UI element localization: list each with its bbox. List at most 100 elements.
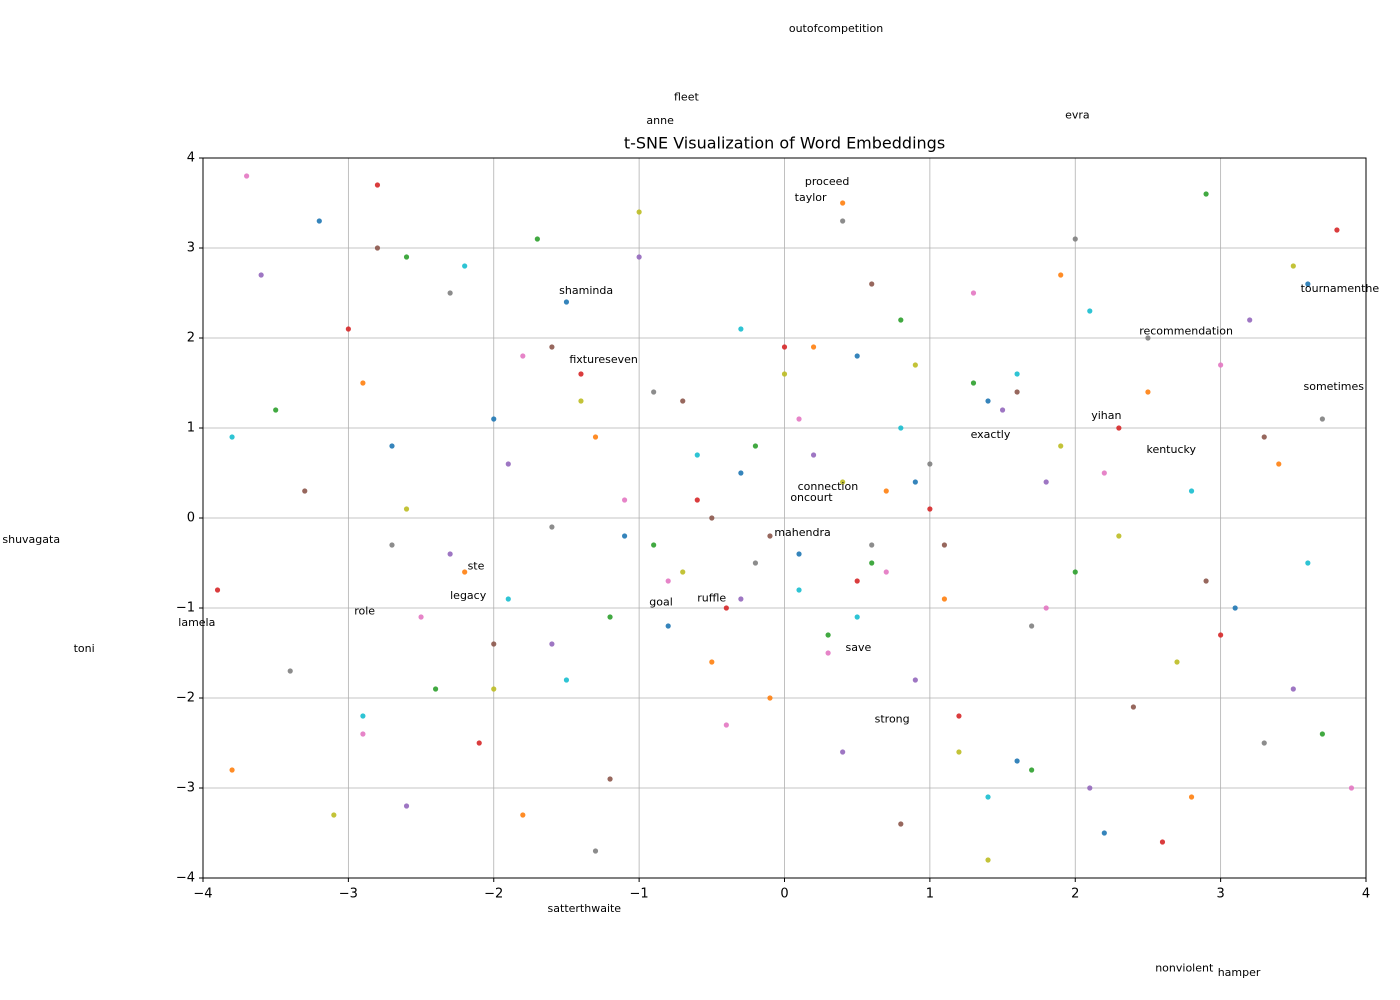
point <box>447 551 453 557</box>
point <box>302 488 308 494</box>
y-tick-label: 2 <box>187 331 195 346</box>
point <box>1101 830 1107 836</box>
point <box>578 371 584 377</box>
point <box>723 722 729 728</box>
point <box>1174 659 1180 665</box>
point <box>840 200 846 206</box>
point <box>927 506 933 512</box>
point <box>825 632 831 638</box>
point <box>244 173 250 179</box>
point <box>331 812 337 818</box>
point <box>665 578 671 584</box>
annotation: role <box>354 604 375 617</box>
point <box>956 749 962 755</box>
point <box>854 353 860 359</box>
annotation: legacy <box>450 589 487 602</box>
point <box>840 218 846 224</box>
annotation: hamper <box>1218 966 1261 979</box>
point <box>1348 785 1355 791</box>
annotation: strong <box>875 712 910 725</box>
point <box>738 326 744 332</box>
point <box>374 182 381 188</box>
point <box>665 623 671 629</box>
point <box>1029 623 1035 629</box>
point <box>898 317 904 323</box>
annotation: evra <box>1065 108 1090 121</box>
y-tick-label: 1 <box>187 421 195 436</box>
point <box>1232 605 1238 611</box>
point <box>869 560 875 566</box>
x-tick-label: 1 <box>926 887 934 902</box>
annotation: anne <box>646 114 674 127</box>
annotation: shaminda <box>559 284 613 297</box>
x-tick-label: 0 <box>780 887 788 902</box>
annotation: goal <box>649 595 673 608</box>
point <box>491 641 497 647</box>
annotation: ruffle <box>697 592 726 605</box>
point <box>1087 785 1093 791</box>
point <box>1116 533 1122 539</box>
point <box>1290 263 1296 269</box>
point <box>651 389 657 395</box>
annotation: ste <box>468 559 485 572</box>
point <box>781 344 788 350</box>
annotation: exactly <box>971 428 1011 441</box>
y-tick-label: −3 <box>176 781 195 796</box>
annotation: fixtureseven <box>569 353 638 366</box>
annotation: proceed <box>805 175 850 188</box>
point <box>651 542 657 548</box>
points <box>214 173 1355 863</box>
point <box>578 398 584 404</box>
point <box>1014 758 1020 764</box>
point <box>810 452 817 458</box>
point <box>883 569 889 575</box>
point <box>621 497 628 503</box>
point <box>505 461 511 467</box>
point <box>709 659 715 665</box>
x-tick-label: −2 <box>484 887 503 902</box>
point <box>912 677 918 683</box>
y-tick-label: −4 <box>176 871 195 886</box>
y-tick-label: −1 <box>176 601 195 616</box>
point <box>403 803 410 809</box>
x-tick-label: 3 <box>1216 887 1224 902</box>
point <box>869 542 875 548</box>
point <box>1087 308 1093 314</box>
point <box>636 209 642 215</box>
annotation: recommendation <box>1139 324 1233 337</box>
point <box>491 686 497 692</box>
point <box>796 416 802 422</box>
point <box>258 272 264 278</box>
point <box>273 407 279 413</box>
annotation: mahendra <box>774 526 830 539</box>
point <box>1159 839 1166 845</box>
point <box>491 416 497 422</box>
point <box>970 380 977 386</box>
point <box>854 578 860 584</box>
point <box>1247 317 1253 323</box>
point <box>912 479 918 485</box>
point <box>433 686 439 692</box>
point <box>738 470 744 476</box>
point <box>287 668 293 674</box>
point <box>941 542 948 548</box>
y-tick-label: 4 <box>187 151 195 166</box>
point <box>389 542 395 548</box>
point <box>985 398 991 404</box>
point <box>462 263 468 269</box>
point <box>694 452 700 458</box>
annotation: save <box>846 641 872 654</box>
point <box>403 506 410 512</box>
point <box>1014 389 1020 395</box>
point <box>1014 371 1020 377</box>
point <box>214 587 221 593</box>
point <box>680 398 686 404</box>
point <box>1203 578 1209 584</box>
annotation: nonviolent <box>1155 962 1214 975</box>
annotation: tournamenthe <box>1301 282 1380 295</box>
point <box>752 443 759 449</box>
annotation: sometimes <box>1303 380 1364 393</box>
point <box>563 677 570 683</box>
point <box>1305 281 1311 287</box>
